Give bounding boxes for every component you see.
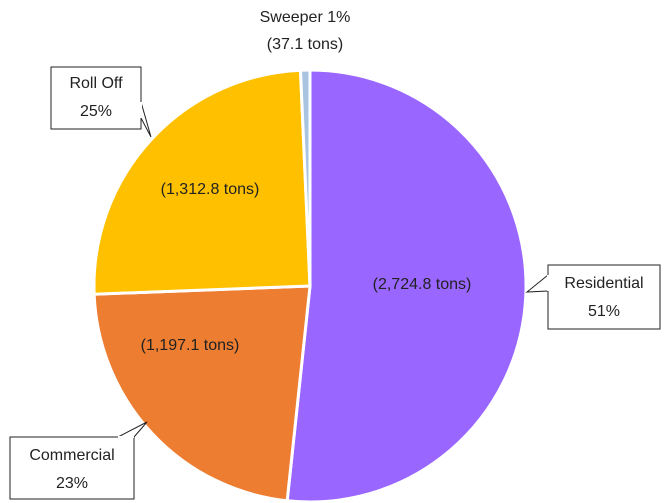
pie-slice — [92, 68, 312, 296]
callout-pointer — [117, 421, 148, 438]
category-name: Sweeper — [260, 9, 324, 26]
value-label: (37.1 tons) — [267, 36, 343, 53]
category-label: Roll Off — [69, 75, 123, 92]
pie-slice — [298, 68, 312, 287]
callout-pointer — [525, 274, 549, 293]
value-label: (1,197.1 tons) — [141, 337, 240, 354]
percent-label: 25% — [80, 103, 112, 120]
pie-slice — [92, 284, 312, 503]
value-label: (1,312.8 tons) — [161, 181, 260, 198]
callout-box — [547, 264, 661, 330]
percent-label: 23% — [56, 475, 88, 492]
category-label: Commercial — [29, 447, 114, 464]
callout-box — [9, 436, 135, 500]
category-label: Sweeper 1% — [260, 9, 351, 26]
callout-pointer — [140, 101, 152, 138]
callout-box — [50, 66, 142, 130]
value-label: (2,724.8 tons) — [373, 276, 472, 293]
pie-slice — [285, 68, 528, 503]
percent-label: 1% — [327, 9, 350, 26]
percent-label: 51% — [588, 303, 620, 320]
category-label: Residential — [564, 275, 643, 292]
